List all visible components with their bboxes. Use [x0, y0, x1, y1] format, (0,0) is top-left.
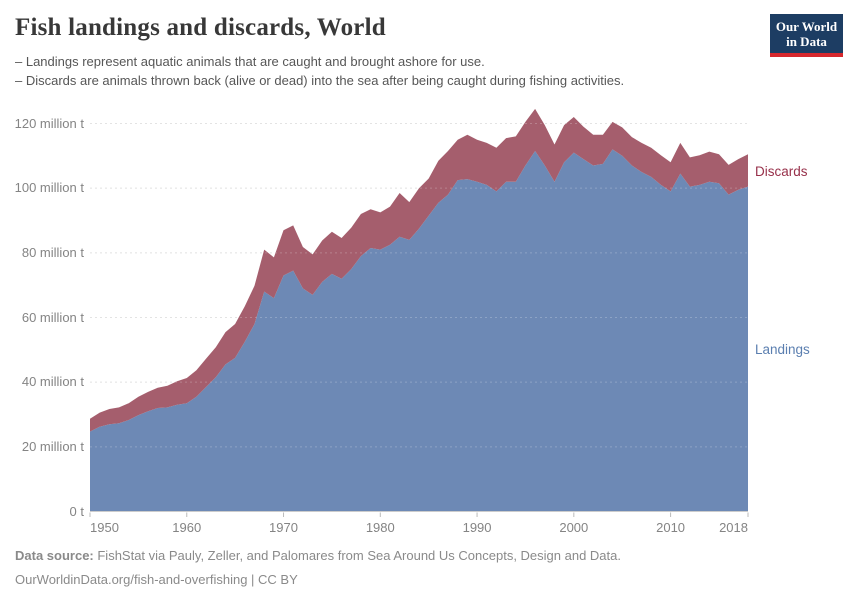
footer-citation-link[interactable]: OurWorldinData.org/fish-and-overfishing … [15, 572, 298, 587]
chart-subtitle: – Landings represent aquatic animals tha… [15, 52, 825, 90]
owid-logo-line2: in Data [786, 34, 827, 49]
x-axis-label: 1990 [462, 520, 492, 535]
owid-logo-box: Our World in Data [770, 14, 843, 53]
y-axis-label: 60 million t [21, 309, 84, 325]
x-axis-label: 1980 [365, 520, 395, 535]
footer-datasource-text: FishStat via Pauly, Zeller, and Palomare… [93, 548, 621, 563]
y-axis-label: 40 million t [21, 374, 84, 390]
owid-logo-line1: Our World [775, 19, 838, 34]
y-axis-label: 20 million t [21, 438, 84, 454]
x-axis-label: 1960 [172, 520, 202, 535]
owid-logo-red-bar [770, 53, 843, 57]
y-axis-label: 120 million t [14, 115, 84, 131]
page-title: Fish landings and discards, World [15, 14, 386, 41]
series-label-landings: Landings [755, 342, 810, 357]
y-axis-label: 0 t [69, 503, 84, 519]
x-axis-label: 2010 [656, 520, 686, 535]
series-label-discards: Discards [755, 164, 808, 179]
subtitle-line-landings: – Landings represent aquatic animals tha… [15, 54, 485, 69]
area-discards[interactable] [90, 108, 748, 432]
footer-datasource-line: Data source: FishStat via Pauly, Zeller,… [15, 544, 835, 568]
owid-logo[interactable]: Our World in Data [770, 14, 843, 57]
y-axis-label: 100 million t [14, 180, 84, 196]
x-axis-label: 1970 [269, 520, 298, 535]
footer: Data source: FishStat via Pauly, Zeller,… [15, 544, 835, 592]
footer-datasource-label: Data source: [15, 548, 94, 563]
area-landings[interactable] [90, 149, 748, 512]
y-axis-label: 80 million t [21, 244, 84, 260]
x-axis-label: 2000 [559, 520, 589, 535]
x-axis-label: 2018 [719, 520, 748, 535]
subtitle-line-discards: – Discards are animals thrown back (aliv… [15, 73, 625, 88]
x-axis-label: 1950 [90, 520, 119, 535]
